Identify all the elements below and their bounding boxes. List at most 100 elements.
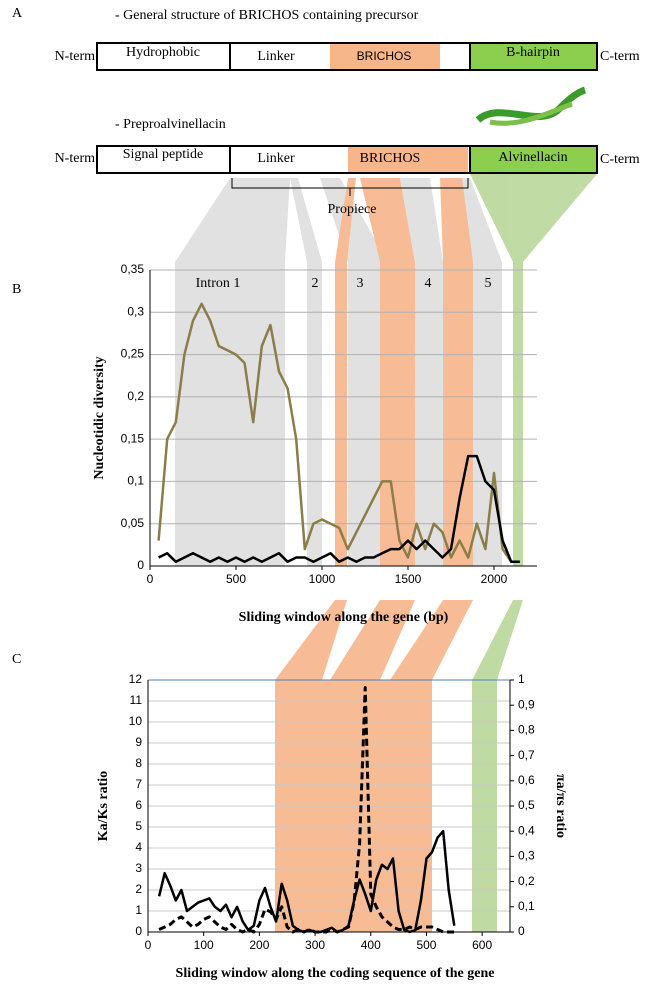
y2-tick-label: 0,7 <box>518 748 535 762</box>
c-term: C-term <box>600 152 640 167</box>
y2-tick-label: 0 <box>518 924 525 938</box>
y-axis-title: Nucleotidic diversity <box>92 356 107 479</box>
c-term: C-term <box>600 49 640 64</box>
y2-axis-title: πa/πs ratio <box>553 774 568 838</box>
n-term: N-term <box>55 151 96 166</box>
domain <box>470 147 596 172</box>
region-label: 5 <box>485 276 492 291</box>
region <box>307 262 322 566</box>
domain-label: B-hairpin <box>506 45 560 60</box>
region-label: 4 <box>425 276 432 291</box>
domain-label: BRICHOS <box>357 49 412 63</box>
y-tick-label: 9 <box>135 735 142 749</box>
y-tick-label: 6 <box>135 798 142 812</box>
row-title: - Preproalvinellacin <box>115 117 226 132</box>
region <box>415 262 443 566</box>
y-tick-label: 11 <box>130 693 143 707</box>
y-tick-label: 10 <box>129 714 143 728</box>
y2-tick-label: 0,5 <box>518 798 535 812</box>
series-line <box>157 302 520 564</box>
y-tick-label: 4 <box>135 840 142 854</box>
connector <box>275 600 347 680</box>
y-tick-label: 0 <box>135 924 142 938</box>
region-label: 2 <box>312 276 319 291</box>
domain-label: BRICHOS <box>360 151 421 166</box>
x-tick-label: 0 <box>145 938 152 952</box>
x-tick-label: 1500 <box>395 572 422 586</box>
y2-tick-label: 0,9 <box>518 697 535 711</box>
hairpin-icon <box>489 101 573 126</box>
y2-tick-label: 0,4 <box>518 823 535 837</box>
x-tick-label: 400 <box>361 938 381 952</box>
x-tick-label: 300 <box>305 938 325 952</box>
domain-label: Signal peptide <box>123 147 204 162</box>
propiece-label: Propiece <box>328 202 377 217</box>
y-tick-label: 2 <box>135 882 142 896</box>
connector <box>335 178 356 262</box>
y-axis-title: Ka/Ks ratio <box>96 771 111 841</box>
y-tick-label: 0 <box>137 558 144 572</box>
n-term: N-term <box>55 49 96 64</box>
y-tick-label: 0,05 <box>121 516 145 530</box>
region <box>443 262 473 566</box>
connector <box>330 600 415 680</box>
domain-label: Alvinellacin <box>498 150 567 165</box>
y2-tick-label: 0,2 <box>518 874 535 888</box>
bracket <box>231 178 469 196</box>
y2-tick-label: 0,6 <box>518 773 535 787</box>
x-axis-title: Sliding window along the coding sequence… <box>175 966 495 981</box>
y-tick-label: 12 <box>129 672 143 686</box>
connector <box>175 178 290 262</box>
region-label: Intron 1 <box>196 276 241 291</box>
y-tick-label: 7 <box>135 777 142 791</box>
y2-tick-label: 0,3 <box>518 849 535 863</box>
region <box>335 262 347 566</box>
y-tick-label: 5 <box>135 819 142 833</box>
row-title: - General structure of BRICHOS containin… <box>115 8 419 23</box>
connector <box>472 600 523 680</box>
x-tick-label: 2000 <box>481 572 508 586</box>
domain <box>330 44 440 69</box>
panel-label: B <box>12 282 21 297</box>
connector <box>470 174 597 262</box>
region <box>175 262 285 566</box>
connector <box>400 178 443 262</box>
y-tick-label: 8 <box>135 756 142 770</box>
domain-label: Linker <box>257 49 295 64</box>
panel-label: C <box>12 652 21 667</box>
y-tick-label: 0,3 <box>127 304 144 318</box>
y-tick-label: 0,25 <box>121 347 145 361</box>
y2-tick-label: 0,8 <box>518 723 535 737</box>
domain-label: Hydrophobic <box>126 45 200 60</box>
series-line <box>158 454 520 564</box>
x-axis-title: Sliding window along the gene (bp) <box>239 610 449 625</box>
y-tick-label: 0,35 <box>121 262 145 276</box>
y-tick-label: 0,15 <box>121 431 145 445</box>
connector <box>390 600 473 680</box>
domain <box>470 44 596 69</box>
x-tick-label: 1000 <box>309 572 336 586</box>
connector <box>360 178 415 262</box>
y-tick-label: 0,2 <box>127 389 144 403</box>
domain-label: Linker <box>257 151 295 166</box>
y2-tick-label: 1 <box>518 672 525 686</box>
x-tick-label: 200 <box>249 938 269 952</box>
region-label: 3 <box>357 276 364 291</box>
region <box>513 262 523 566</box>
y-tick-label: 3 <box>135 861 142 875</box>
y-tick-label: 1 <box>135 903 142 917</box>
connector <box>290 178 322 262</box>
x-tick-label: 500 <box>226 572 246 586</box>
domain <box>348 147 468 172</box>
x-tick-label: 100 <box>194 938 214 952</box>
connector <box>320 178 388 262</box>
x-tick-label: 600 <box>472 938 492 952</box>
panel-label: A <box>12 6 23 21</box>
y-tick-label: 0,1 <box>127 474 144 488</box>
series-line <box>158 686 455 934</box>
x-tick-label: 500 <box>416 938 436 952</box>
y2-tick-label: 0,1 <box>518 899 535 913</box>
connector <box>462 178 502 262</box>
